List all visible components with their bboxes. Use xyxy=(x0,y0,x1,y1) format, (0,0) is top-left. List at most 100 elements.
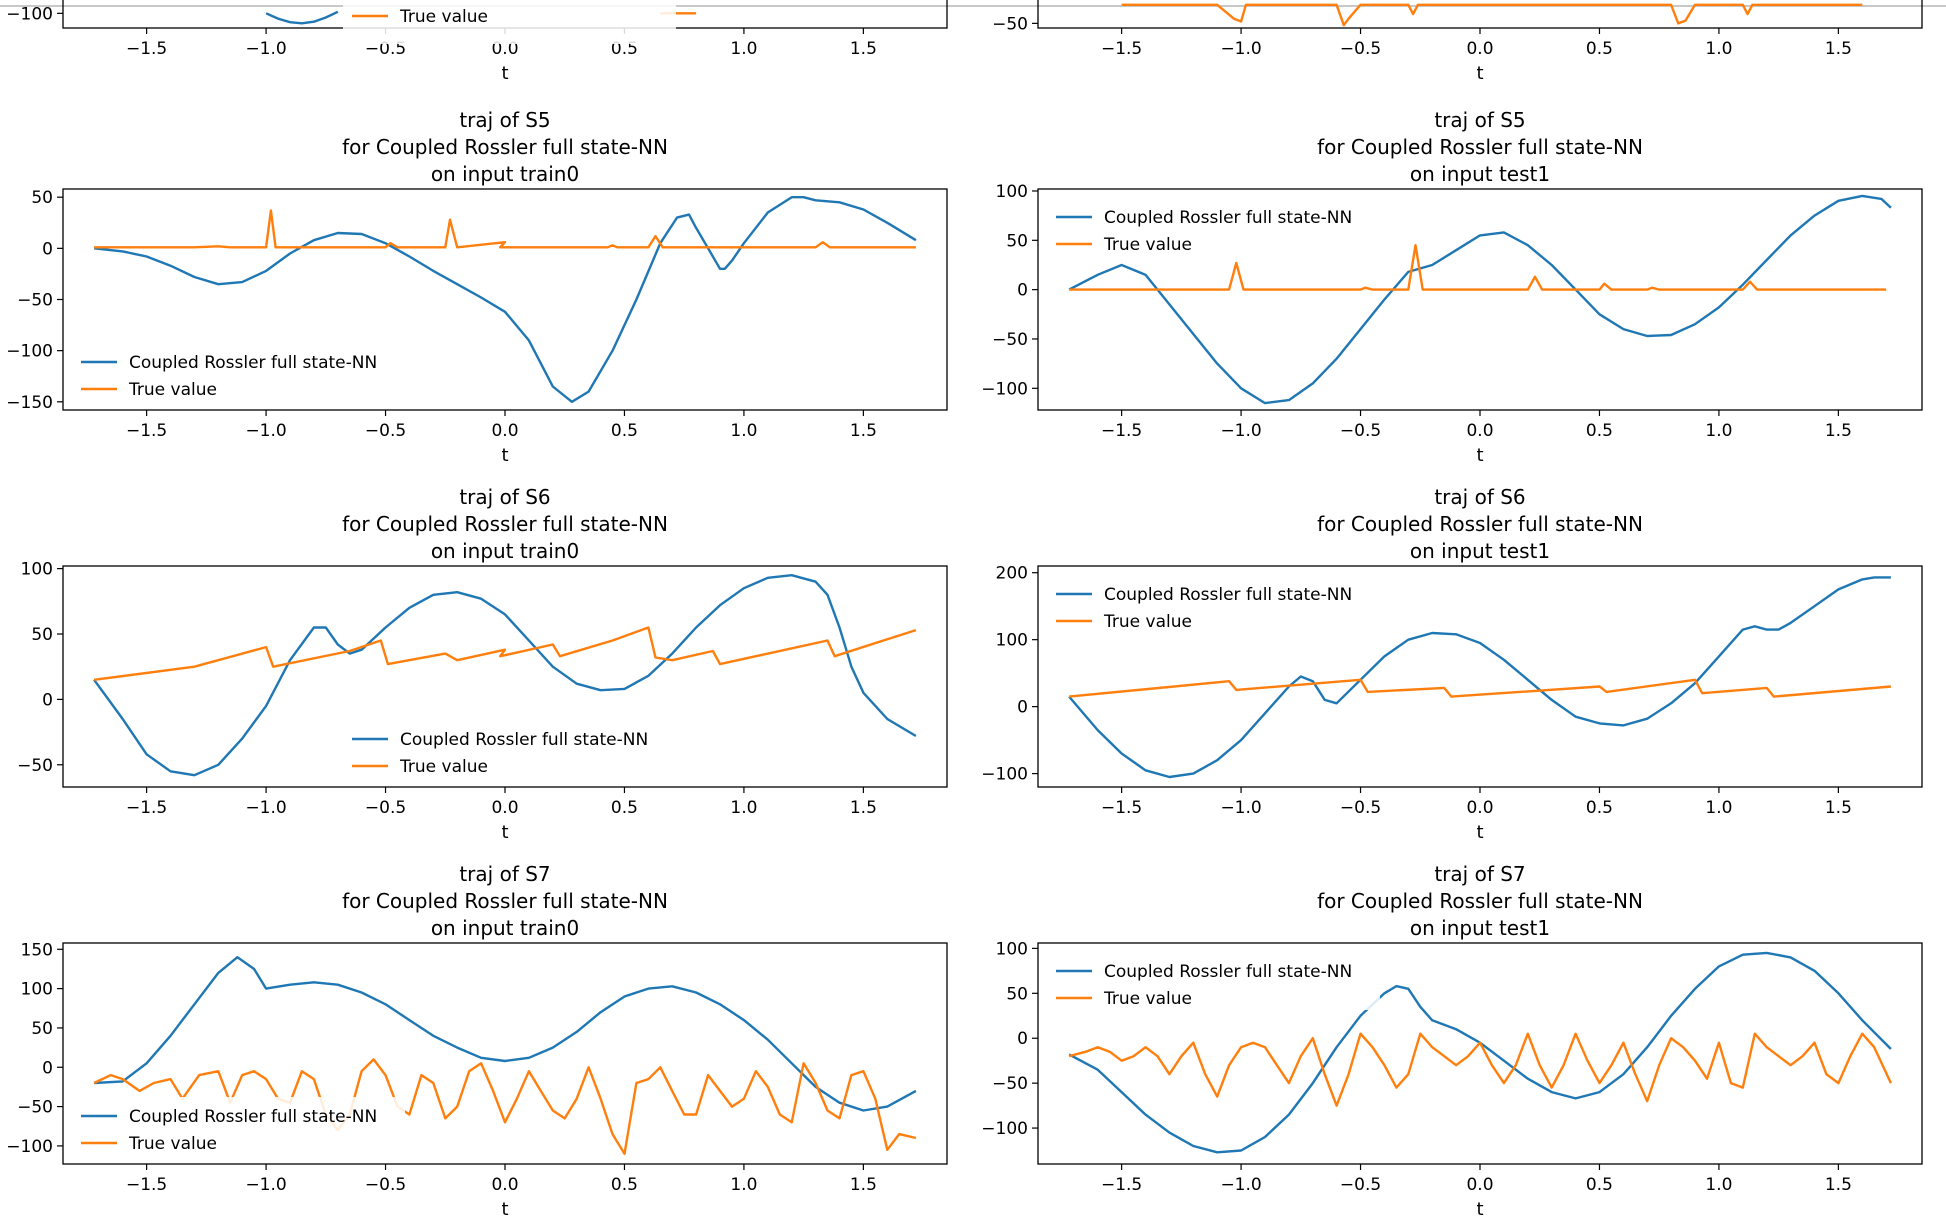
subplot-title-line: on input train0 xyxy=(431,539,579,563)
x-tick-label: −1.0 xyxy=(1220,1175,1261,1195)
x-tick-label: 0.0 xyxy=(1466,1175,1493,1195)
x-tick-label: 1.0 xyxy=(730,421,757,441)
subplot-S6-train0: traj of S6 for Coupled Rossler full state… xyxy=(17,485,948,843)
legend-frame xyxy=(1047,952,1380,1010)
y-tick-label: −100 xyxy=(981,379,1028,399)
legend-entry-true-value-label: True value xyxy=(128,1134,217,1154)
x-tick-label: −1.5 xyxy=(1101,798,1142,818)
series-group xyxy=(93,195,917,403)
subplot-S7-test1: traj of S7 for Coupled Rossler full state… xyxy=(981,862,1923,1220)
model-series-line xyxy=(1068,576,1891,779)
subplot-title: traj of S5 for Coupled Rossler full state… xyxy=(1317,108,1643,186)
y-tick-label: 100 xyxy=(996,939,1028,959)
legend-entry-model-label: Coupled Rossler full state-NN xyxy=(1104,585,1352,605)
legend-frame xyxy=(72,343,405,401)
y-tick-label: −50 xyxy=(17,291,53,311)
x-tick-label: −1.0 xyxy=(245,1175,286,1195)
subplot-title-line: for Coupled Rossler full state-NN xyxy=(342,135,668,159)
x-tick-label: 1.0 xyxy=(730,798,757,818)
legend-entry-model-label: Coupled Rossler full state-NN xyxy=(1104,962,1352,982)
subplot-title-line: traj of S7 xyxy=(1434,862,1525,886)
subplot-top-right-partial: −1.5 −1.0 −0.5 0.0 0.5 1.0 1.5 t −50 xyxy=(992,0,1923,84)
true-value-series-line xyxy=(1068,1032,1892,1107)
subplot-S5-test1: traj of S5 for Coupled Rossler full state… xyxy=(981,108,1923,466)
subplot-title-line: for Coupled Rossler full state-NN xyxy=(1317,512,1643,536)
y-tick-label: 0 xyxy=(1017,1029,1028,1049)
x-tick-label: 0.5 xyxy=(611,1175,638,1195)
y-tick-label: −50 xyxy=(992,14,1028,34)
legend-entry-true-value-label: True value xyxy=(1103,235,1192,255)
model-series-line xyxy=(1068,951,1892,1154)
y-tick-label: 50 xyxy=(31,1019,53,1039)
x-tick-label: 0.5 xyxy=(1586,1175,1613,1195)
x-tick-label: 1.0 xyxy=(1705,798,1732,818)
x-tick-label: 0.0 xyxy=(491,421,518,441)
legend-frame xyxy=(72,1097,405,1155)
y-tick-label: 100 xyxy=(21,560,53,580)
y-tick-label: 100 xyxy=(21,980,53,1000)
series-group xyxy=(1121,3,1863,27)
subplot-top-left-partial: −1.5 −1.0 −0.5 0.0 0.5 1.0 1.5t−100 True value xyxy=(6,0,948,84)
legend-frame xyxy=(343,720,676,778)
y-tick-label: −100 xyxy=(981,1119,1028,1139)
true-value-series-line xyxy=(94,209,916,249)
x-tick-label: 0.0 xyxy=(491,798,518,818)
model-series-line xyxy=(265,10,339,25)
x-tick-label: −0.5 xyxy=(1340,798,1381,818)
x-tick-label: −1.5 xyxy=(1101,1175,1142,1195)
x-axis-label: t xyxy=(1476,63,1483,84)
series-group xyxy=(1068,951,1892,1154)
y-tick-label: 0 xyxy=(42,239,53,259)
legend-entry-true-value-label: True value xyxy=(1103,612,1192,632)
y-tick-label: 100 xyxy=(996,631,1028,651)
x-tick-label: −1.0 xyxy=(245,798,286,818)
subplot-title-line: on input test1 xyxy=(1410,162,1550,186)
x-axis-label: t xyxy=(1476,822,1483,843)
x-tick-label: 1.0 xyxy=(730,39,757,59)
x-tick-label: −0.5 xyxy=(1340,39,1381,59)
x-axis-label: t xyxy=(1476,445,1483,466)
subplot-title: traj of S7 for Coupled Rossler full state… xyxy=(342,862,668,940)
subplot-title-line: on input test1 xyxy=(1410,916,1550,940)
y-tick-label: −100 xyxy=(6,4,53,24)
subplot-title-line: for Coupled Rossler full state-NN xyxy=(342,889,668,913)
legend-entry-model-label: Coupled Rossler full state-NN xyxy=(400,730,648,750)
x-axis-label: t xyxy=(501,63,508,84)
legend-entry-model-label: Coupled Rossler full state-NN xyxy=(129,353,377,373)
y-tick-label: −50 xyxy=(992,330,1028,350)
true-value-series-line xyxy=(1121,3,1863,27)
y-tick-label: 50 xyxy=(1006,231,1028,251)
true-value-series-line xyxy=(1068,678,1892,698)
y-tick-label: 200 xyxy=(996,564,1028,584)
y-tick-label: 0 xyxy=(1017,281,1028,301)
x-tick-label: 1.5 xyxy=(850,421,877,441)
x-tick-label: −0.5 xyxy=(1340,421,1381,441)
x-tick-label: 0.5 xyxy=(1586,39,1613,59)
x-tick-label: 0.0 xyxy=(1466,39,1493,59)
y-tick-label: 50 xyxy=(31,625,53,645)
x-tick-label: 1.5 xyxy=(850,39,877,59)
x-tick-label: −1.5 xyxy=(126,1175,167,1195)
x-tick-label: 0.0 xyxy=(491,1175,518,1195)
true-value-series-line xyxy=(93,1058,917,1156)
legend: Coupled Rossler full state-NN True value xyxy=(72,343,405,401)
x-tick-label: 0.0 xyxy=(1466,798,1493,818)
true-value-series-line xyxy=(93,626,917,681)
subplot-grid: −1.5 −1.0 −0.5 0.0 0.5 1.0 1.5 t −100 True value −… xyxy=(6,0,1923,1220)
subplot-title: traj of S6 for Coupled Rossler full state… xyxy=(1317,485,1643,563)
x-tick-label: −1.0 xyxy=(1220,39,1261,59)
subplot-title: traj of S7 for Coupled Rossler full state… xyxy=(1317,862,1643,940)
x-tick-label: 0.0 xyxy=(1466,421,1493,441)
subplot-S7-train0: traj of S7 for Coupled Rossler full state… xyxy=(6,862,948,1220)
x-tick-label: 1.0 xyxy=(1705,39,1732,59)
y-tick-label: −50 xyxy=(17,1098,53,1118)
legend: Coupled Rossler full state-NN True value xyxy=(1047,575,1380,633)
legend-entry-true-value-label: True value xyxy=(1103,989,1192,1009)
y-tick-label: −50 xyxy=(17,756,53,776)
x-tick-label: −0.5 xyxy=(1340,1175,1381,1195)
x-tick-label: −1.0 xyxy=(1220,798,1261,818)
series-group xyxy=(1068,194,1892,405)
x-tick-label: −1.5 xyxy=(126,39,167,59)
x-tick-label: −1.5 xyxy=(126,421,167,441)
